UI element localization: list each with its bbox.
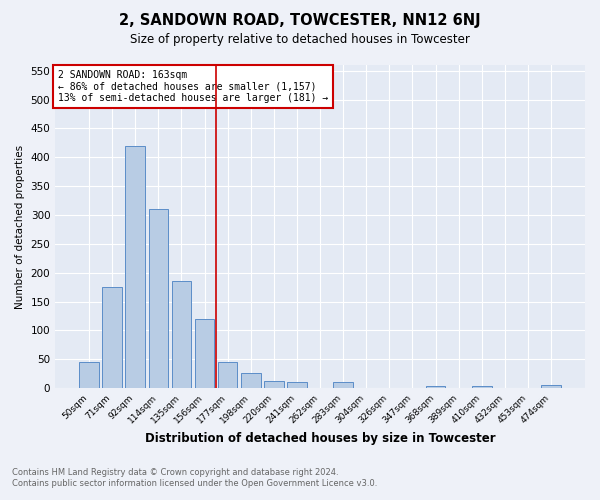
Bar — [125, 146, 145, 388]
Bar — [334, 382, 353, 388]
X-axis label: Distribution of detached houses by size in Towcester: Distribution of detached houses by size … — [145, 432, 496, 445]
Bar — [241, 372, 260, 388]
Bar — [172, 282, 191, 388]
Bar — [103, 287, 122, 388]
Bar — [472, 386, 491, 388]
Bar — [195, 319, 214, 388]
Bar — [541, 385, 561, 388]
Bar — [218, 362, 238, 388]
Bar — [287, 382, 307, 388]
Text: Size of property relative to detached houses in Towcester: Size of property relative to detached ho… — [130, 32, 470, 46]
Text: Contains HM Land Registry data © Crown copyright and database right 2024.
Contai: Contains HM Land Registry data © Crown c… — [12, 468, 377, 487]
Y-axis label: Number of detached properties: Number of detached properties — [15, 144, 25, 308]
Text: 2, SANDOWN ROAD, TOWCESTER, NN12 6NJ: 2, SANDOWN ROAD, TOWCESTER, NN12 6NJ — [119, 12, 481, 28]
Text: 2 SANDOWN ROAD: 163sqm
← 86% of detached houses are smaller (1,157)
13% of semi-: 2 SANDOWN ROAD: 163sqm ← 86% of detached… — [58, 70, 328, 103]
Bar — [426, 386, 445, 388]
Bar — [149, 209, 168, 388]
Bar — [264, 380, 284, 388]
Bar — [79, 362, 99, 388]
